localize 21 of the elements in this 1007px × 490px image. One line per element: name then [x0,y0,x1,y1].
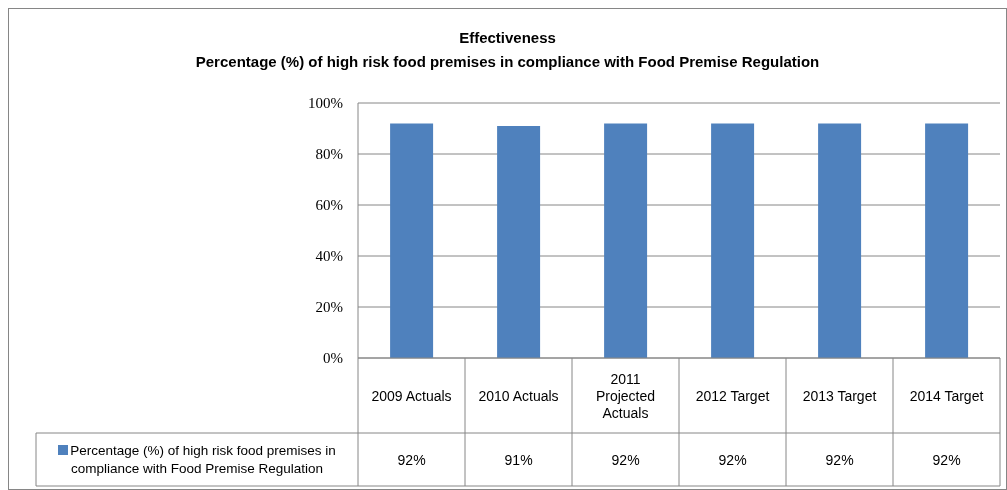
data-label: 92% [932,451,961,468]
x-tick-label: 2012 Target [695,387,770,404]
y-tick-label: 20% [315,299,343,316]
chart-subtitle: Percentage (%) of high risk food premises in compliance with Food Premise Regulation [194,53,821,71]
x-tick-label: 2009 Actuals [371,387,452,404]
legend-label: Percentage (%) of high risk food premises in compliance with Food Premise Regulation [70,442,336,476]
y-tick-label: 0% [323,350,343,367]
y-tick-label: 40% [315,248,343,265]
data-label: 92% [611,451,640,468]
y-tick-label: 80% [315,146,343,163]
y-tick-label: 60% [315,197,343,214]
data-label: 92% [718,451,747,468]
x-tick-label: 2010 Actuals [478,387,559,404]
x-tick-label: 2013 Target [802,387,877,404]
data-label: 92% [397,451,426,468]
x-tick-label: 2014 Target [909,387,984,404]
data-label: 91% [504,451,533,468]
x-tick-label: 2011 Projected Actuals [595,370,656,421]
y-tick-label: 100% [308,95,343,112]
chart-title: Effectiveness [458,29,557,47]
data-label: 92% [825,451,854,468]
